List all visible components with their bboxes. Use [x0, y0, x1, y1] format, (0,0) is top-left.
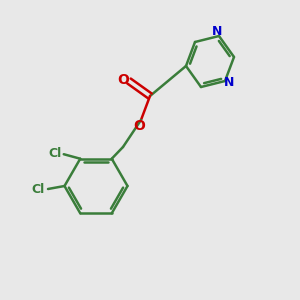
- Text: O: O: [118, 73, 130, 86]
- Text: Cl: Cl: [32, 183, 45, 196]
- Text: N: N: [224, 76, 234, 89]
- Text: O: O: [134, 119, 146, 133]
- Text: Cl: Cl: [48, 147, 61, 160]
- Text: N: N: [212, 25, 223, 38]
